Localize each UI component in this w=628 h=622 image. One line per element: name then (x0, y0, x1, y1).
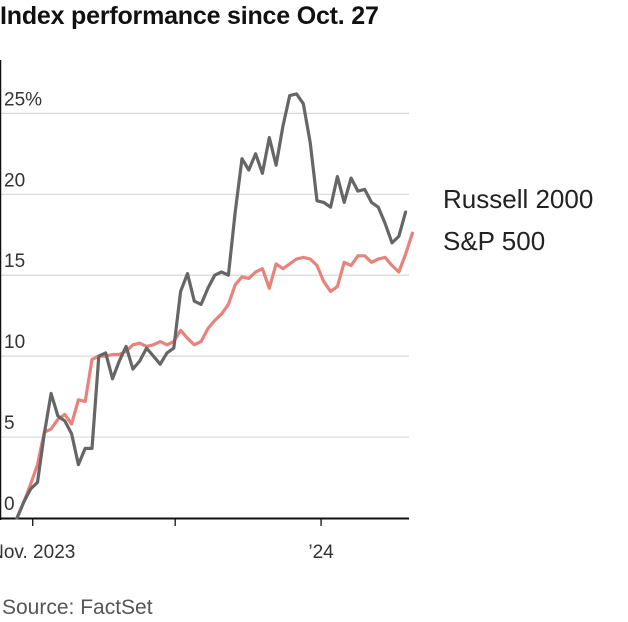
x-tick-label: ’24 (308, 542, 334, 563)
series-line-s-p-500 (15, 231, 414, 520)
x-axis-ticks (32, 518, 322, 526)
x-tick-label: Nov. 2023 (0, 542, 75, 563)
legend-label: S&P 500 (443, 226, 545, 256)
source-note: Source: FactSet (2, 596, 153, 619)
y-axis-labels: 0 5 10 15 20 25% (4, 89, 42, 515)
series-line-russell-2000 (15, 92, 408, 520)
y-tick-label: 5 (4, 413, 15, 434)
series-lines (15, 92, 414, 520)
x-axis-labels: Nov. 2023 ’24 (0, 542, 334, 563)
y-tick-label: 0 (4, 494, 15, 515)
y-tick-label: 20 (4, 170, 25, 191)
chart-title: Index performance since Oct. 27 (0, 2, 379, 30)
legend: Russell 2000 S&P 500 (443, 184, 593, 256)
y-tick-label: 15 (4, 251, 25, 272)
y-tick-label: 25% (4, 89, 42, 110)
y-tick-label: 10 (4, 332, 25, 353)
gridlines (0, 112, 409, 438)
legend-label: Russell 2000 (443, 184, 593, 214)
